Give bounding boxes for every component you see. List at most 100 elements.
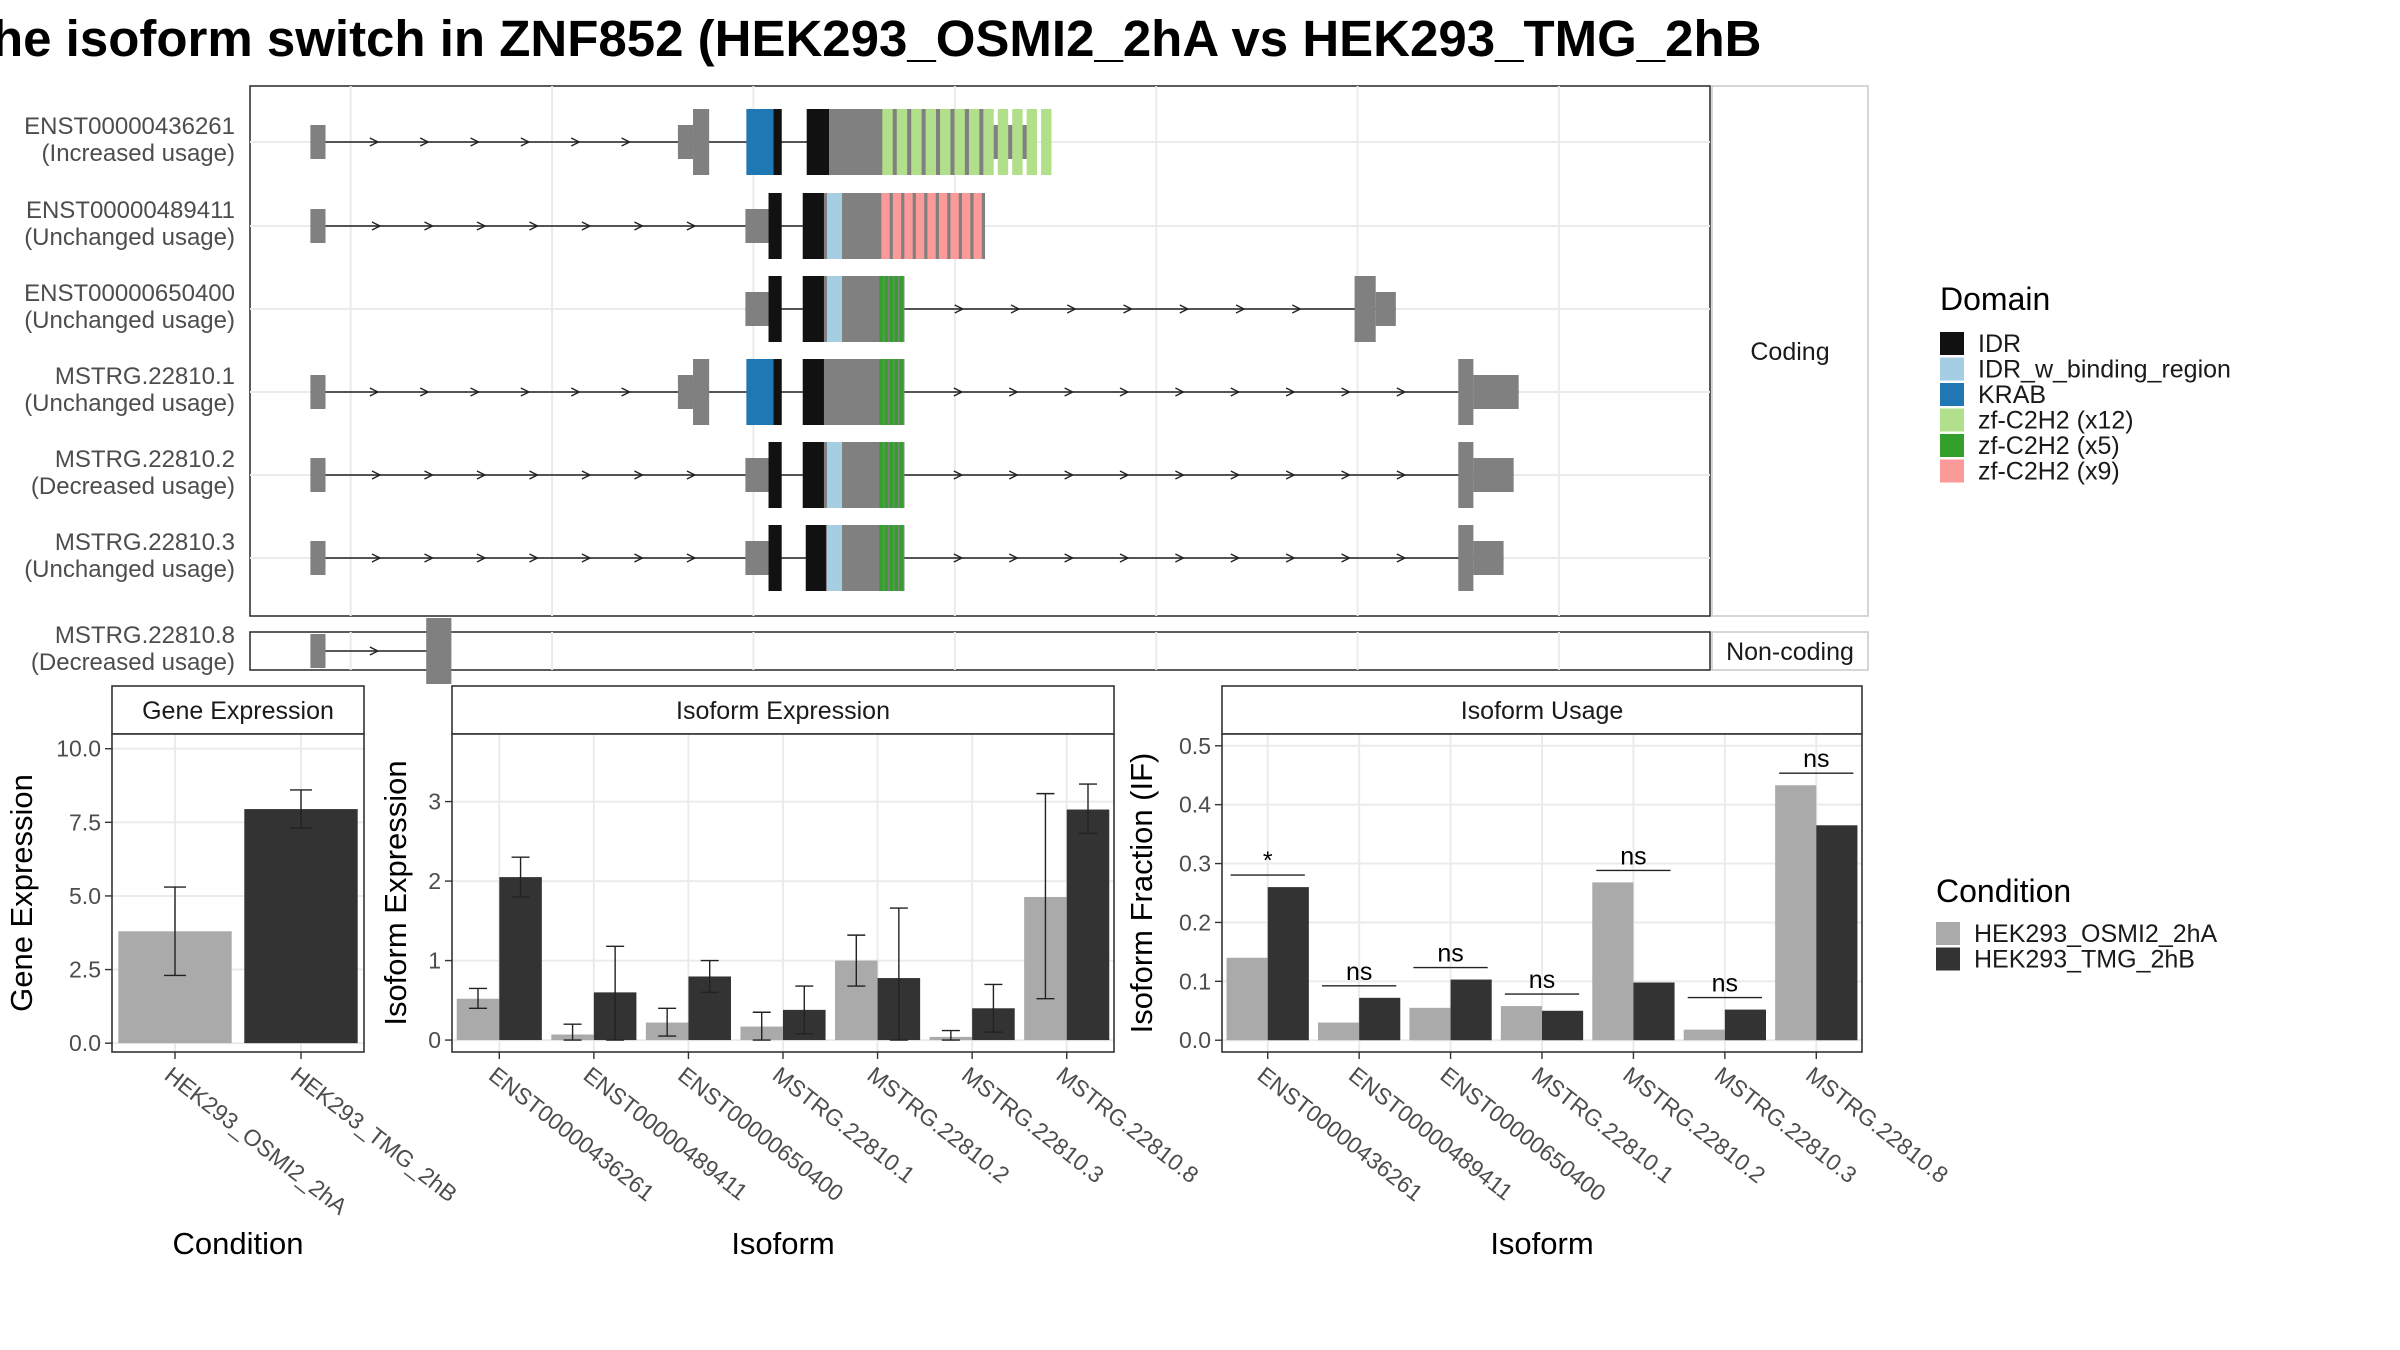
domain-legend-label: KRAB xyxy=(1978,381,2046,409)
bar xyxy=(1066,809,1110,1041)
plot-border xyxy=(111,733,365,1053)
legends: DomainIDRIDR_w_binding_regionKRABzf-C2H2… xyxy=(1936,281,2231,974)
intron-arrow xyxy=(371,221,382,231)
intron-arrow xyxy=(621,387,632,397)
domain-legend-title: Domain xyxy=(1940,281,2050,317)
intron-arrow xyxy=(371,553,382,563)
y-tick-label: 3 xyxy=(428,789,441,815)
intron-arrow xyxy=(686,553,697,563)
isoform-expression-chart: Isoform Expression 0 1 2 3 ENST00000436261ENS… xyxy=(378,685,1204,1261)
domain-idr xyxy=(768,276,782,342)
isoform-row: ENST00000436261(Increased usage) xyxy=(24,109,1052,175)
y-tick-label: 2.5 xyxy=(69,957,101,983)
intron-arrow xyxy=(1175,553,1185,563)
y-tick-label: 0.0 xyxy=(1179,1027,1211,1053)
exon xyxy=(310,541,326,575)
isoform-id-label: ENST00000436261 xyxy=(24,113,235,140)
zinc-finger-domain xyxy=(1026,109,1038,175)
intron-arrow xyxy=(419,387,430,397)
zinc-finger-domain xyxy=(950,193,959,259)
condition-legend-label: HEK293_OSMI2_2hA xyxy=(1974,920,2218,948)
isoform-id-label: MSTRG.22810.1 xyxy=(55,363,235,390)
domain-idr xyxy=(802,276,824,342)
zinc-finger-domain xyxy=(889,442,894,508)
exon xyxy=(1473,541,1504,575)
isoform-id-label: MSTRG.22810.3 xyxy=(55,529,235,556)
intron-arrow xyxy=(476,221,487,231)
condition-legend-title: Condition xyxy=(1936,873,2071,909)
y-tick-label: 0.1 xyxy=(1179,968,1211,994)
y-tick-label: 5.0 xyxy=(69,883,101,909)
intron-arrow xyxy=(1175,387,1185,397)
x-tick-label: ENST00000650400 xyxy=(1435,1061,1610,1206)
zinc-finger-domain xyxy=(915,193,925,259)
intron-arrow xyxy=(1008,553,1019,563)
domain-legend-key xyxy=(1940,383,1964,406)
isoform-usage-label: (Unchanged usage) xyxy=(24,556,235,583)
y-tick-label: 0 xyxy=(428,1027,441,1053)
zinc-finger-domain xyxy=(896,109,908,175)
x-tick-label: ENST00000489411 xyxy=(579,1061,753,1205)
chart-strip xyxy=(111,685,365,735)
condition-legend-key xyxy=(1936,947,1960,971)
significance-label: ns xyxy=(1620,842,1646,870)
isoform-id-label: MSTRG.22810.8 xyxy=(55,622,235,649)
chart-title: Isoform Expression xyxy=(676,697,890,725)
x-tick-label: ENST00000436261 xyxy=(484,1061,659,1206)
domain-idr-w-binding-region xyxy=(826,525,843,591)
noncoding-strip-label: Non-coding xyxy=(1726,638,1854,666)
intron-arrow xyxy=(1119,553,1130,563)
domain-legend-key xyxy=(1940,459,1964,483)
panel-strip xyxy=(1711,85,1869,617)
intron-arrow xyxy=(520,137,531,147)
significance-label: ns xyxy=(1712,970,1738,998)
intron-arrow xyxy=(954,304,965,314)
intron-arrow xyxy=(529,470,540,480)
intron-arrow xyxy=(1285,387,1296,397)
intron-arrow xyxy=(529,221,540,231)
exon xyxy=(1458,525,1474,591)
bar xyxy=(1267,887,1309,1041)
y-tick-label: 1 xyxy=(428,948,441,974)
exon xyxy=(1473,458,1514,492)
bar xyxy=(1775,785,1817,1041)
significance-label: ns xyxy=(1346,958,1372,986)
intron-arrow xyxy=(1064,553,1075,563)
intron-arrow xyxy=(581,470,592,480)
domain-legend-key xyxy=(1940,434,1964,457)
exon xyxy=(745,458,769,492)
intron-arrow xyxy=(1123,304,1134,314)
intron-arrow xyxy=(1341,470,1352,480)
x-axis-title: Isoform xyxy=(731,1226,834,1261)
y-axis-title: Isoform Expression xyxy=(378,760,413,1025)
intron-arrow xyxy=(621,137,632,147)
exon xyxy=(1375,292,1396,326)
exon xyxy=(677,375,694,409)
intron-arrow xyxy=(1341,387,1352,397)
y-tick-label: 7.5 xyxy=(69,809,101,835)
isoform-row: MSTRG.22810.3(Unchanged usage) xyxy=(24,525,1504,591)
intron-arrow xyxy=(520,387,531,397)
x-tick-label: ENST00000489411 xyxy=(1344,1061,1518,1205)
intron-arrow xyxy=(1008,470,1019,480)
zinc-finger-domain xyxy=(881,193,890,259)
intron-arrow xyxy=(424,553,435,563)
intron-arrow xyxy=(476,470,487,480)
chart-title: Isoform Usage xyxy=(1461,697,1624,725)
coding-strip-label: Coding xyxy=(1750,338,1829,366)
exon xyxy=(310,375,326,409)
zinc-finger-domain xyxy=(911,109,922,175)
zinc-finger-domain xyxy=(889,276,894,342)
zinc-finger-domain xyxy=(894,276,899,342)
condition-legend-key xyxy=(1936,922,1960,945)
y-tick-label: 0.2 xyxy=(1179,909,1211,935)
isoform-row: ENST00000489411(Unchanged usage) xyxy=(24,193,986,259)
intron-arrow xyxy=(371,470,382,480)
zinc-finger-domain xyxy=(879,276,883,342)
exon xyxy=(1458,359,1474,425)
domain-krab xyxy=(746,359,774,425)
intron-arrow xyxy=(1230,387,1241,397)
domain-idr xyxy=(768,525,782,591)
noncoding-panel xyxy=(249,631,1711,671)
